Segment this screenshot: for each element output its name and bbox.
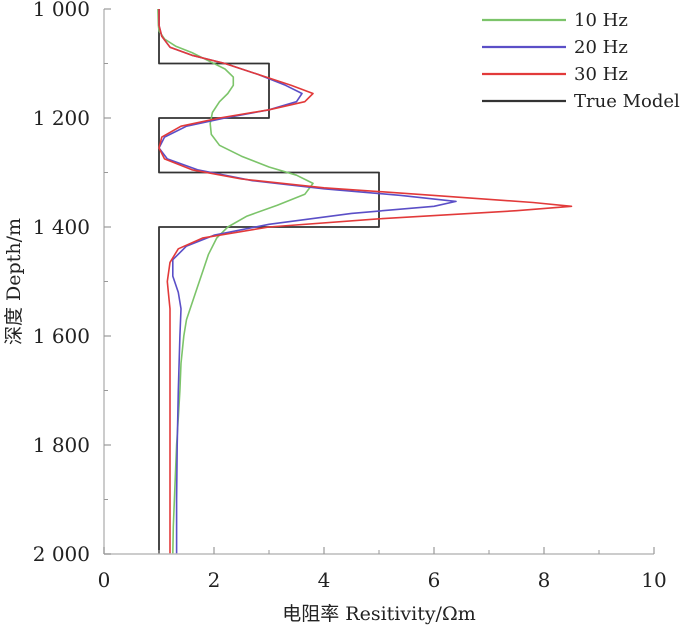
x-tick-label: 6: [428, 568, 441, 592]
legend-label-30-hz: 30 Hz: [574, 64, 628, 85]
x-tick-label: 4: [318, 568, 331, 592]
legend-label-true-model: True Model: [574, 91, 680, 112]
legend-label-20-hz: 20 Hz: [574, 37, 628, 58]
series-line-30-hz: [158, 9, 573, 554]
x-tick-label: 0: [98, 568, 111, 592]
series-line-10-hz: [157, 8, 314, 555]
y-tick-label: 2 000: [33, 542, 90, 566]
y-tick-label: 1 000: [33, 0, 90, 21]
y-tick-label: 1 400: [33, 215, 90, 239]
x-axis-title: 电阻率 Resitivity/Ωm: [282, 603, 475, 625]
x-tick-label: 8: [538, 568, 551, 592]
y-tick-label: 1 600: [33, 324, 90, 348]
y-axis-title: 深度 Depth/m: [3, 218, 25, 345]
axis-ticks: [103, 8, 655, 555]
series-lines: [157, 8, 573, 555]
axis-tick-labels: 1 000 1 200 1 400 1 600 1 800 2 000 0 2 4 6 8 10: [33, 0, 667, 592]
y-tick-label: 1 200: [33, 106, 90, 130]
series-line-true-model: [158, 9, 380, 554]
x-tick-label: 10: [641, 568, 666, 592]
legend-label-10-hz: 10 Hz: [574, 10, 628, 31]
x-tick-label: 2: [208, 568, 221, 592]
legend: 10 Hz 20 Hz 30 Hz True Model: [482, 10, 680, 112]
y-tick-label: 1 800: [33, 433, 90, 457]
